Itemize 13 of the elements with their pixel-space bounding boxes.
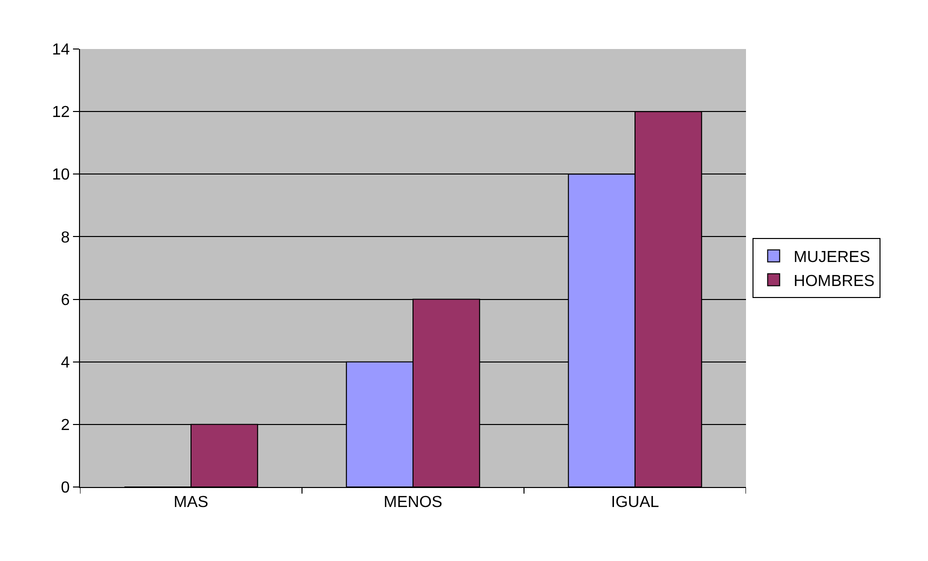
x-tick-label: IGUAL (610, 494, 660, 512)
y-tick-label: 12 (52, 104, 70, 122)
y-tick-label: 2 (60, 417, 70, 434)
y-tick-label: 14 (52, 42, 70, 59)
legend-label: HOMBRES (794, 272, 875, 290)
legend-label: MUJERES (794, 249, 870, 266)
y-tick-label: 8 (60, 229, 70, 246)
y-tick-label: 6 (60, 292, 70, 309)
y-tick-label: 4 (60, 354, 70, 372)
x-tick-label: MENOS (384, 494, 442, 512)
x-tick-label: MAS (174, 494, 208, 512)
y-tick-label: 10 (52, 166, 70, 184)
y-tick-label: 0 (60, 480, 70, 497)
